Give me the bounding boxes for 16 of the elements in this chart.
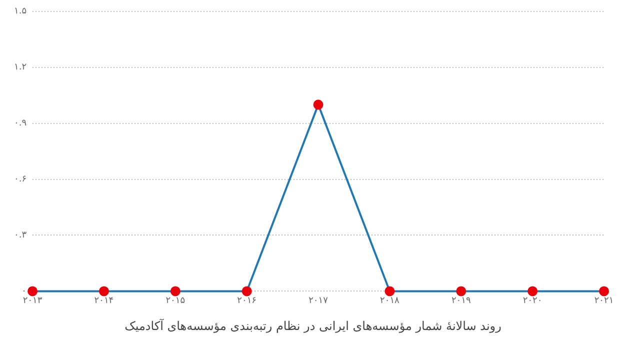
y-tick-label: ۰.۳ (14, 230, 27, 241)
x-tick-label: ۲۰۱۸ (380, 296, 400, 306)
x-tick-label: ۲۰۱۳ (22, 296, 42, 306)
y-tick-label: ۰.۹ (14, 118, 27, 129)
y-tick-label: ۱.۲ (14, 62, 27, 73)
x-tick-label: ۲۰۱۶ (237, 296, 257, 306)
text: روند سالانهٔ شمار مؤسسه‌های ایرانی در نظام رتبه‌بندی مؤسسه‌های آکادمیک (124, 318, 502, 333)
x-tick-label: ۲۰۲۱ (594, 296, 614, 306)
x-tick-label: ۲۰۱۵ (166, 296, 186, 306)
y-tick-label: ۰ (22, 286, 27, 297)
x-tick-label: ۲۰۱۹ (451, 296, 471, 306)
x-tick-label: ۲۰۱۷ (308, 296, 328, 306)
y-tick-label: ۰.۶ (14, 174, 27, 185)
x-tick-label: ۲۰۱۴ (94, 296, 114, 306)
x-tick-label: ۲۰۲۰ (522, 296, 542, 306)
y-tick-label: ۱.۵ (14, 6, 27, 17)
